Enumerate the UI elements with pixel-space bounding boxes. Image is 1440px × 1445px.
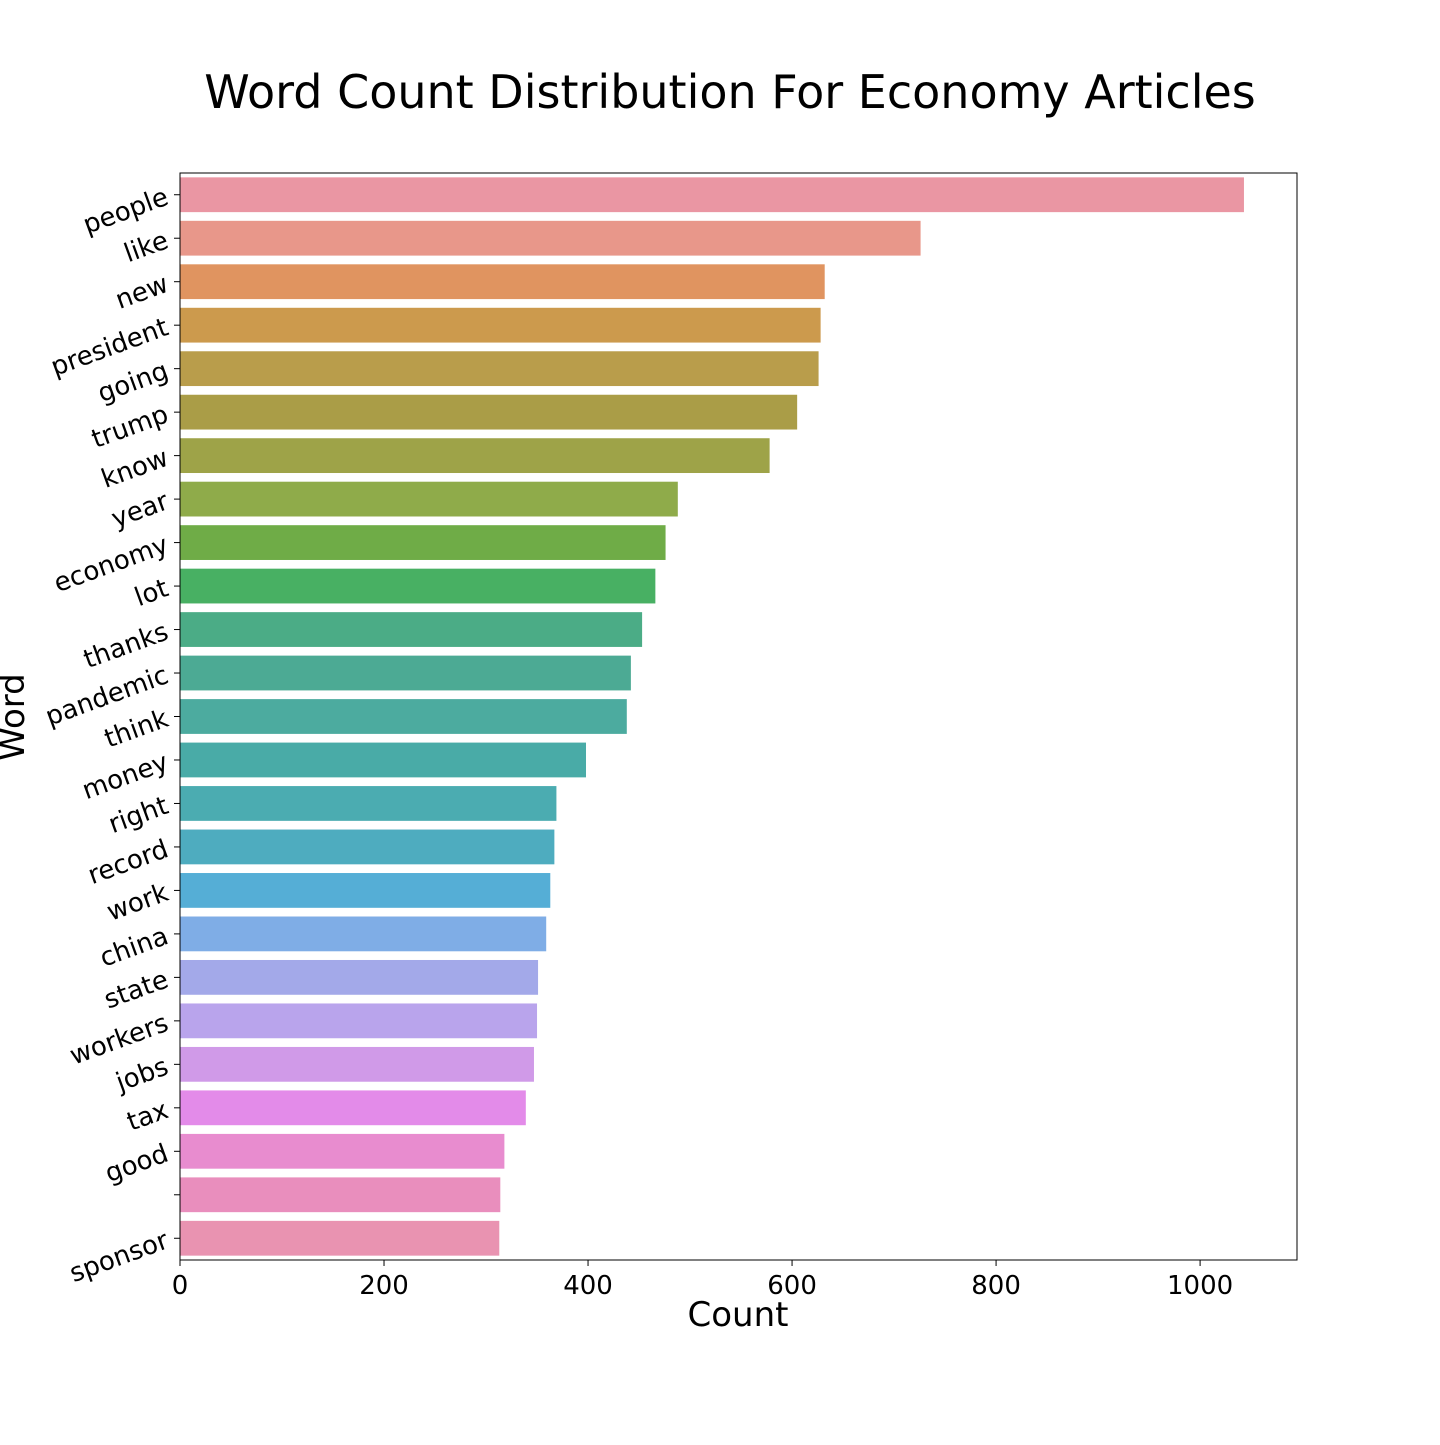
y-tick-label: right <box>105 791 173 840</box>
y-tick-label: tax <box>123 1095 172 1137</box>
y-tick-label: sponsor <box>66 1226 173 1289</box>
bar-lot <box>180 568 656 604</box>
bar-going <box>180 351 819 387</box>
bar-money <box>180 742 586 778</box>
bar-work <box>180 873 551 908</box>
bar-record <box>180 829 555 865</box>
bar-people <box>180 177 1244 213</box>
y-tick-label: work <box>103 878 172 928</box>
x-tick-label: 600 <box>767 1271 817 1301</box>
bars-group <box>180 177 1244 1256</box>
bar-workers <box>180 1003 538 1039</box>
bar-tax <box>180 1090 526 1126</box>
y-tick-label: jobs <box>111 1052 172 1099</box>
y-tick-label: lot <box>131 573 173 613</box>
bar-china <box>180 916 547 952</box>
bar-jobs <box>180 1046 534 1082</box>
x-axis-label: Count <box>688 1295 789 1335</box>
bar-like <box>180 220 921 256</box>
bar-sponsor <box>180 1220 500 1256</box>
y-tick-label: good <box>101 1139 172 1189</box>
y-tick-label: year <box>108 486 173 534</box>
bar-right <box>180 786 557 821</box>
x-ticks-group: 0 200 400 600 800 1000 <box>172 1260 1233 1301</box>
plot-frame <box>179 172 1298 1261</box>
bar-trump <box>180 394 798 430</box>
x-tick-label: 200 <box>359 1271 409 1301</box>
chart-title: Word Count Distribution For Economy Arti… <box>204 65 1256 119</box>
x-tick-label: 800 <box>971 1271 1021 1301</box>
x-tick-label: 0 <box>172 1271 189 1301</box>
bar-year <box>180 481 678 517</box>
bar-state <box>180 959 539 995</box>
bar-new <box>180 264 825 300</box>
y-tick-label: like <box>120 226 172 269</box>
bar-president <box>180 307 821 343</box>
y-axis-label: Word <box>0 673 33 760</box>
y-tick-label: new <box>112 269 173 316</box>
bar-blank-23 <box>180 1177 501 1213</box>
bar-economy <box>180 525 666 560</box>
bar-pandemic <box>180 655 631 691</box>
y-ticks-group: peoplelikenewpresidentgoingtrumpknowyear… <box>42 182 180 1289</box>
x-tick-label: 1000 <box>1167 1271 1233 1301</box>
bar-know <box>180 438 770 474</box>
bar-good <box>180 1133 505 1169</box>
bar-think <box>180 699 627 734</box>
x-tick-label: 400 <box>563 1271 613 1301</box>
bar-thanks <box>180 612 643 647</box>
